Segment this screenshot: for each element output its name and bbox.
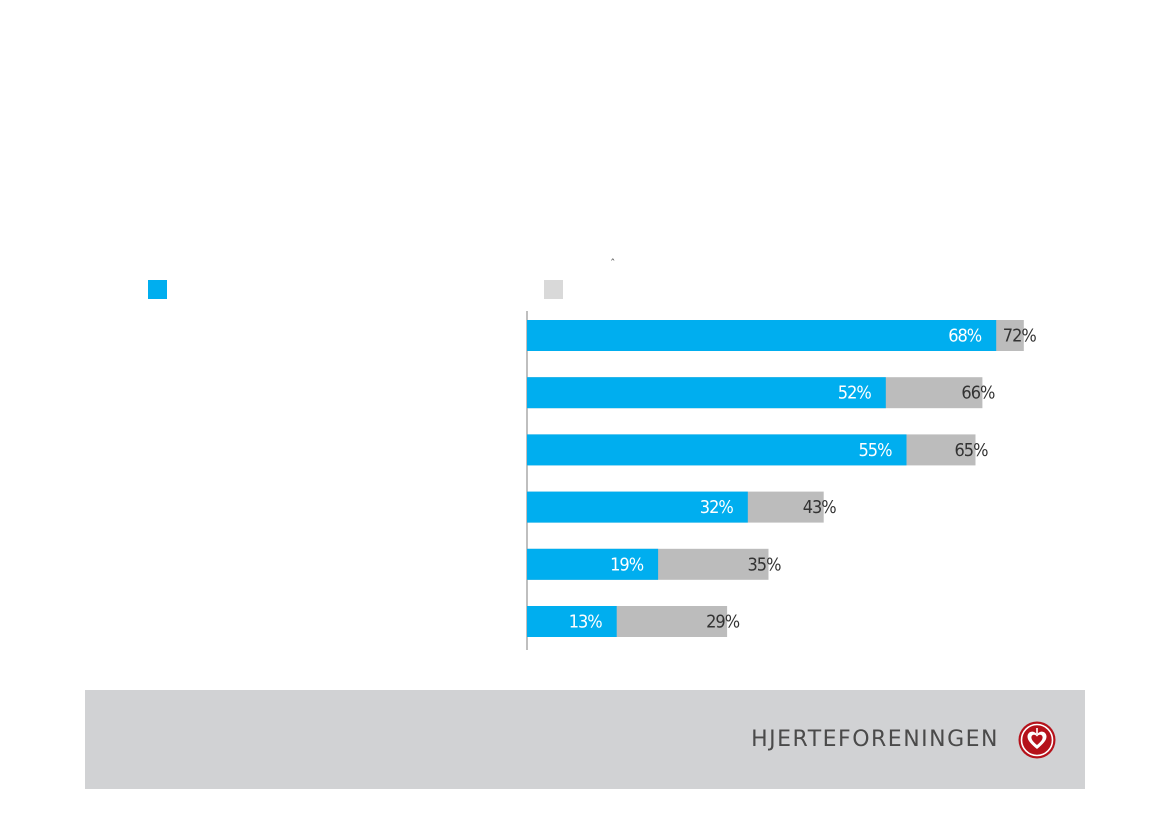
data-label-series-b-4: 35%: [748, 554, 782, 575]
bar-chart: 68% 72% 52% 66% 55% 65% 32% 43% 19% 35% 13% 29%: [526, 311, 1037, 650]
footer-band: HJERTEFORENINGEN: [85, 690, 1085, 789]
data-label-series-a-2: 55%: [859, 440, 893, 461]
data-label-series-a-5: 13%: [569, 612, 603, 633]
data-label-series-a-3: 32%: [700, 497, 734, 518]
data-label-series-a-4: 19%: [610, 554, 644, 575]
bar-series-a-3: [527, 491, 748, 523]
heart-seal-icon: [1018, 721, 1056, 759]
legend-swatch-series-b: [544, 280, 563, 299]
legend-swatch-series-a: [148, 280, 167, 299]
bar-series-a-4: [527, 548, 659, 580]
data-label-series-b-5: 29%: [706, 612, 740, 633]
brand-name: HJERTEFORENINGEN: [751, 727, 999, 752]
bar-series-a-5: [527, 606, 617, 637]
data-label-series-a-1: 52%: [838, 383, 872, 404]
data-label-series-b-0: 72%: [1003, 326, 1037, 347]
stray-mark: ˆ: [610, 257, 616, 270]
bar-series-a-2: [527, 434, 907, 466]
data-label-series-a-0: 68%: [948, 326, 982, 347]
bar-series-a-0: [527, 320, 997, 351]
data-label-series-b-3: 43%: [803, 497, 837, 518]
data-label-series-b-2: 65%: [955, 440, 989, 461]
data-label-series-b-1: 66%: [961, 383, 995, 404]
bar-series-a-1: [527, 377, 886, 409]
